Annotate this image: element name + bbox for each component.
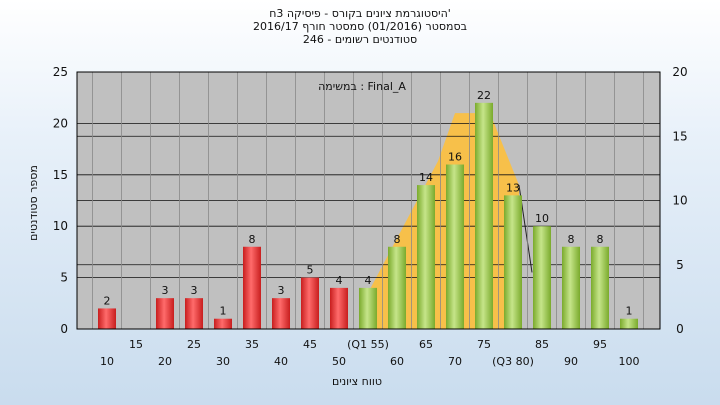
x-tick-label: 90 [564,355,578,368]
bar-40 [272,298,290,329]
y-axis-label: מספר סטודנטים [27,165,40,241]
plot-border [76,71,661,330]
x-tick-label: 15 [129,338,143,351]
bar-75 [475,102,493,329]
data-label-10: 2 [104,294,111,307]
bar-55 [359,287,377,329]
data-label-55: 4 [365,274,372,287]
y2-tick-label: 5 [676,258,684,272]
data-label-35: 8 [249,233,256,246]
y-tick-label: 20 [53,116,68,130]
x-axis-label: טווח ציונים [332,375,382,388]
data-label-80: 13 [506,181,520,194]
y2-tick-label: 0 [676,322,684,336]
x-tick-label: 45 [303,338,317,351]
x-tick-label: 75 [477,338,491,351]
x-tick-label: 85 [535,338,549,351]
x-tick-label: 100 [619,355,640,368]
x-tick-label: (Q1 55) [347,338,389,351]
task-annotation: במשימה : Final_A [318,80,406,93]
data-label-25: 3 [191,284,198,297]
bar-95 [591,246,609,329]
data-label-75: 22 [477,89,491,102]
data-label-65: 14 [419,171,433,184]
chart-subtitle: בסמסטר (01/2016) סמסטר חורף 2016/17 [253,20,467,33]
data-label-45: 5 [307,264,314,277]
bar-45 [301,277,319,329]
y-tick-label: 5 [60,271,68,285]
data-label-70: 16 [448,151,462,164]
bar-10 [98,308,116,329]
bar-30 [214,318,232,329]
x-tick-label: (Q3 80) [492,355,534,368]
y2-tick-label: 20 [672,65,687,79]
y-tick-label: 10 [53,219,68,233]
y2-tick-label: 10 [672,194,687,208]
bar-80 [504,195,522,329]
x-tick-label: 95 [593,338,607,351]
chart-subtitle-students: סטודנטים רשומים - 246 [302,33,418,46]
y-tick-label: 15 [53,168,68,182]
data-label-20: 3 [162,284,169,297]
bar-25 [185,298,203,329]
x-tick-label: 40 [274,355,288,368]
y2-tick-label: 15 [672,129,687,143]
x-tick-label: 70 [448,355,462,368]
x-tick-label: 60 [390,355,404,368]
data-label-60: 8 [394,233,401,246]
y-tick-label: 25 [53,65,68,79]
bar-85 [533,226,551,329]
bar-50 [330,287,348,329]
bar-100 [620,318,638,329]
data-label-40: 3 [278,284,285,297]
data-label-95: 8 [597,233,604,246]
bar-60 [388,246,406,329]
data-label-90: 8 [568,233,575,246]
bar-35 [243,246,261,329]
bar-70 [446,164,464,329]
data-label-50: 4 [336,274,343,287]
bar-65 [417,185,435,329]
x-tick-label: 65 [419,338,433,351]
x-tick-label: 20 [158,355,172,368]
bar-90 [562,246,580,329]
x-tick-label: 50 [332,355,346,368]
x-tick-label: 35 [245,338,259,351]
x-tick-label: 10 [100,355,114,368]
x-tick-label: 30 [216,355,230,368]
chart-title: היסטוגרמת ציונים בקורס - פיסיקה 3ח' [269,7,451,20]
data-label-85: 10 [535,212,549,225]
y-tick-label: 0 [60,322,68,336]
data-label-100: 1 [626,305,633,318]
x-tick-label: 25 [187,338,201,351]
bar-20 [156,298,174,329]
data-label-30: 1 [220,305,227,318]
